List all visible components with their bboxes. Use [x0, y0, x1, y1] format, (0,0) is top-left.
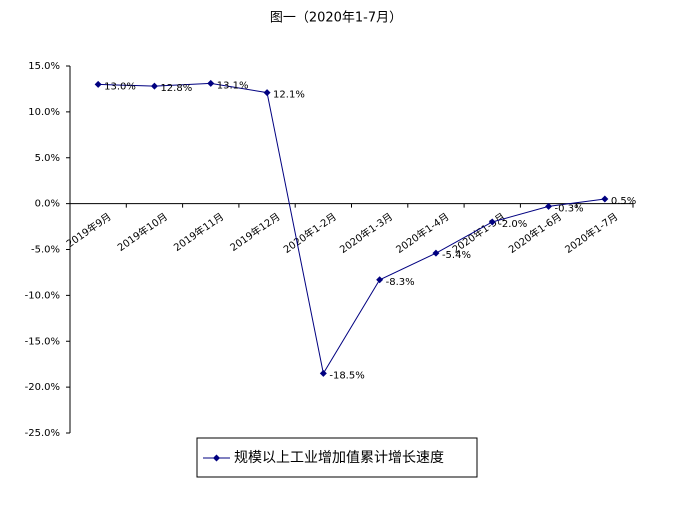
x-tick-label: 2019年11月	[171, 210, 226, 254]
data-label: -8.3%	[386, 277, 415, 288]
line	[98, 82, 605, 375]
point	[601, 195, 609, 203]
legend-marker	[213, 454, 220, 462]
y-tick-label: -15.0%	[25, 336, 60, 347]
x-tick-label: 2019年12月	[227, 210, 282, 254]
point	[207, 79, 215, 87]
data-label: 13.0%	[104, 81, 136, 92]
point	[376, 276, 384, 284]
y-tick-label: -10.0%	[25, 290, 60, 301]
x-tick-label: 2019年10月	[115, 210, 170, 254]
data-label: -0.3%	[555, 203, 584, 214]
y-tick-label: 5.0%	[35, 153, 60, 164]
legend-label: 规模以上工业增加值累计增长速度	[234, 450, 444, 466]
data-label: 12.8%	[160, 83, 192, 94]
data-label: 0.5%	[611, 196, 636, 207]
data-label: -18.5%	[329, 370, 364, 381]
y-tick-label: -5.0%	[31, 245, 60, 256]
data-label: 12.1%	[273, 90, 305, 101]
point	[263, 89, 271, 97]
chart-title: 图一（2020年1-7月）	[270, 11, 402, 26]
x-tick-label: 2020年1-5月	[450, 210, 508, 256]
x-tick-label: 2020年1-3月	[337, 210, 395, 256]
y-tick-label: 0.0%	[35, 199, 60, 210]
data-label: -2.0%	[498, 219, 527, 230]
point	[488, 218, 496, 226]
data-label: 13.1%	[217, 80, 249, 91]
data-label: -5.4%	[442, 250, 471, 261]
point	[319, 369, 327, 377]
point	[432, 249, 440, 257]
point	[94, 80, 102, 88]
y-tick-label: 15.0%	[28, 61, 60, 72]
x-tick-label: 2020年1-7月	[562, 210, 620, 256]
legend-box	[196, 437, 478, 478]
x-tick-label: 2020年1-6月	[506, 210, 564, 256]
y-tick-label: -20.0%	[25, 382, 60, 393]
y-tick-label: 10.0%	[28, 107, 60, 118]
point	[150, 82, 158, 90]
point	[545, 202, 553, 210]
y-tick-label: -25.0%	[25, 428, 60, 439]
x-tick-label: 2020年1-2月	[281, 210, 339, 256]
x-tick-label: 2019年9月	[64, 210, 114, 250]
